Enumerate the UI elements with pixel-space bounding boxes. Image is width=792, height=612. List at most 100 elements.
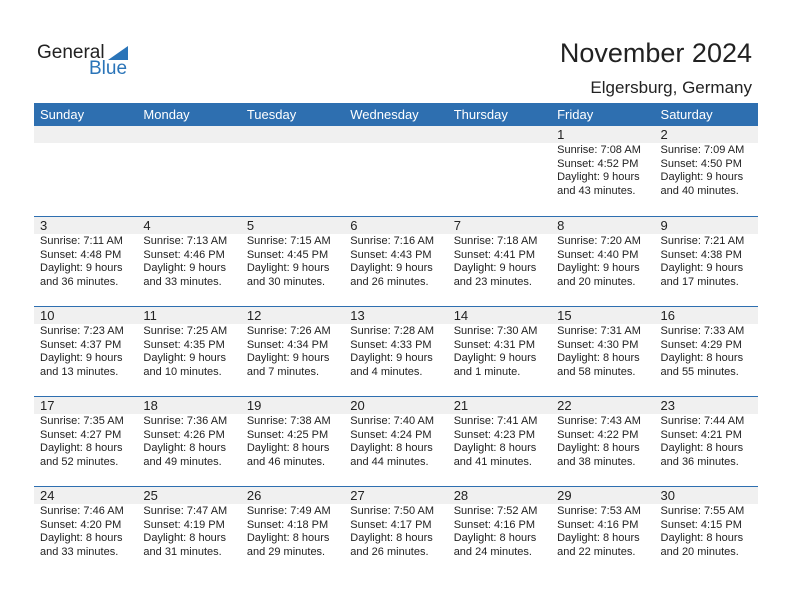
sunrise-text: Sunrise: 7:15 AM (246, 235, 331, 247)
minutes-text: and 10 minutes. (143, 365, 222, 378)
sunset-text: Sunset: 4:31 PM (453, 338, 536, 351)
sunrise-text: Sunrise: 7:25 AM (143, 325, 228, 337)
daylight-text: Daylight: 9 hours (557, 171, 640, 183)
day-cell: 7 Sunrise: 7:18 AM Sunset: 4:41 PM Daylight… (447, 217, 552, 306)
day-number: 7 (447, 217, 552, 234)
sunset-text: Sunset: 4:16 PM (557, 518, 639, 531)
day-cell: 18 Sunrise: 7:36 AM Sunset: 4:26 PM Dayligh… (137, 397, 241, 486)
sunrise-text: Sunrise: 7:50 AM (350, 505, 435, 517)
day-number: 19 (240, 397, 345, 414)
minutes-text: and 58 minutes. (557, 365, 636, 378)
day-number: 4 (137, 217, 241, 234)
sunrise-text: Sunrise: 7:49 AM (246, 505, 331, 517)
page-title: November 2024 (559, 38, 752, 68)
minutes-text: and 4 minutes. (350, 365, 423, 378)
day-number: 9 (654, 217, 758, 234)
day-number: 6 (344, 217, 448, 234)
sunrise-text: Sunrise: 7:26 AM (246, 325, 331, 337)
day-number: 5 (240, 217, 345, 234)
day-number: 22 (551, 397, 655, 414)
day-info: Sunrise: 7:55 AM Sunset: 4:15 PM Daylight:… (655, 504, 758, 559)
minutes-text: and 24 minutes. (453, 545, 532, 558)
daylight-text: Daylight: 8 hours (40, 532, 123, 544)
sunset-text: Sunset: 4:52 PM (557, 157, 639, 170)
minutes-text: and 1 minute. (453, 365, 521, 378)
day-number: 27 (344, 487, 448, 504)
empty-cell (447, 126, 552, 216)
sunrise-text: Sunrise: 7:55 AM (660, 505, 745, 517)
day-info: Sunrise: 7:20 AM Sunset: 4:40 PM Daylight:… (551, 234, 654, 289)
weekday-saturday: Saturday (660, 107, 713, 122)
daylight-text: Daylight: 8 hours (143, 442, 226, 454)
daylight-text: Daylight: 8 hours (350, 442, 433, 454)
day-number: 21 (447, 397, 552, 414)
day-number: 16 (654, 307, 758, 324)
day-cell: 22 Sunrise: 7:43 AM Sunset: 4:22 PM Dayligh… (551, 397, 655, 486)
weekday-wednesday: Wednesday (350, 107, 419, 122)
sunrise-text: Sunrise: 7:08 AM (557, 144, 641, 156)
day-info: Sunrise: 7:18 AM Sunset: 4:41 PM Daylight:… (448, 234, 551, 289)
weekday-header: Sunday Monday Tuesday Wednesday Thursday Frid… (34, 103, 758, 126)
day-info: Sunrise: 7:08 AM Sunset: 4:52 PM Daylight:… (551, 143, 654, 198)
day-info: Sunrise: 7:46 AM Sunset: 4:20 PM Daylight:… (34, 504, 137, 559)
sunrise-text: Sunrise: 7:41 AM (453, 415, 538, 427)
sunrise-text: Sunrise: 7:16 AM (350, 235, 435, 247)
day-cell: 27 Sunrise: 7:50 AM Sunset: 4:17 PM Dayligh… (344, 487, 448, 576)
daylight-text: Daylight: 9 hours (40, 262, 123, 274)
daylight-text: Daylight: 8 hours (350, 532, 433, 544)
sunset-text: Sunset: 4:41 PM (453, 248, 536, 261)
sunset-text: Sunset: 4:40 PM (557, 248, 639, 261)
empty-cell (240, 126, 345, 216)
sunset-text: Sunset: 4:33 PM (350, 338, 432, 351)
day-cell: 23 Sunrise: 7:44 AM Sunset: 4:21 PM Dayligh… (654, 397, 758, 486)
day-cell: 15 Sunrise: 7:31 AM Sunset: 4:30 PM Dayligh… (551, 307, 655, 396)
minutes-text: and 33 minutes. (40, 545, 119, 558)
sunrise-text: Sunrise: 7:36 AM (143, 415, 228, 427)
day-number: 10 (34, 307, 138, 324)
day-info: Sunrise: 7:36 AM Sunset: 4:26 PM Daylight:… (137, 414, 240, 469)
day-info: Sunrise: 7:50 AM Sunset: 4:17 PM Daylight:… (344, 504, 447, 559)
daylight-text: Daylight: 8 hours (557, 352, 640, 364)
day-number: 15 (551, 307, 655, 324)
logo-general: General (37, 42, 105, 63)
day-number: 23 (654, 397, 758, 414)
daylight-text: Daylight: 9 hours (246, 352, 330, 364)
sunset-text: Sunset: 4:19 PM (143, 518, 225, 531)
day-cell: 9 Sunrise: 7:21 AM Sunset: 4:38 PM Daylight… (654, 217, 758, 306)
sunset-text: Sunset: 4:24 PM (350, 428, 432, 441)
minutes-text: and 40 minutes. (660, 184, 739, 197)
day-number: 17 (34, 397, 138, 414)
minutes-text: and 44 minutes. (350, 455, 429, 468)
sunset-text: Sunset: 4:27 PM (40, 428, 122, 441)
sunrise-text: Sunrise: 7:11 AM (40, 235, 123, 247)
day-cell: 19 Sunrise: 7:38 AM Sunset: 4:25 PM Dayligh… (240, 397, 345, 486)
sunrise-text: Sunrise: 7:47 AM (143, 505, 228, 517)
sunset-text: Sunset: 4:37 PM (40, 338, 122, 351)
day-info: Sunrise: 7:33 AM Sunset: 4:29 PM Daylight:… (655, 324, 758, 379)
day-cell: 8 Sunrise: 7:20 AM Sunset: 4:40 PM Daylight… (551, 217, 655, 306)
minutes-text: and 52 minutes. (40, 455, 119, 468)
minutes-text: and 29 minutes. (246, 545, 326, 558)
minutes-text: and 30 minutes. (246, 275, 326, 288)
day-cell: 3 Sunrise: 7:11 AM Sunset: 4:48 PM Daylight… (34, 217, 138, 306)
daylight-text: Daylight: 9 hours (143, 262, 226, 274)
day-cell: 25 Sunrise: 7:47 AM Sunset: 4:19 PM Dayligh… (137, 487, 241, 576)
daylight-text: Daylight: 9 hours (246, 262, 330, 274)
daylight-text: Daylight: 8 hours (453, 532, 537, 544)
day-cell: 17 Sunrise: 7:35 AM Sunset: 4:27 PM Dayligh… (34, 397, 138, 486)
daylight-text: Daylight: 8 hours (660, 352, 744, 364)
day-number: 24 (34, 487, 138, 504)
sunset-text: Sunset: 4:15 PM (660, 518, 742, 531)
day-cell: 11 Sunrise: 7:25 AM Sunset: 4:35 PM Dayligh… (137, 307, 241, 396)
minutes-text: and 33 minutes. (143, 275, 222, 288)
sunset-text: Sunset: 4:38 PM (660, 248, 742, 261)
sunset-text: Sunset: 4:34 PM (246, 338, 329, 351)
daylight-text: Daylight: 8 hours (246, 442, 330, 454)
minutes-text: and 26 minutes. (350, 275, 429, 288)
sunset-text: Sunset: 4:46 PM (143, 248, 225, 261)
day-number: 1 (551, 126, 655, 143)
daylight-text: Daylight: 8 hours (557, 532, 640, 544)
minutes-text: and 55 minutes. (660, 365, 739, 378)
day-info: Sunrise: 7:41 AM Sunset: 4:23 PM Daylight:… (448, 414, 551, 469)
day-number: 18 (137, 397, 241, 414)
